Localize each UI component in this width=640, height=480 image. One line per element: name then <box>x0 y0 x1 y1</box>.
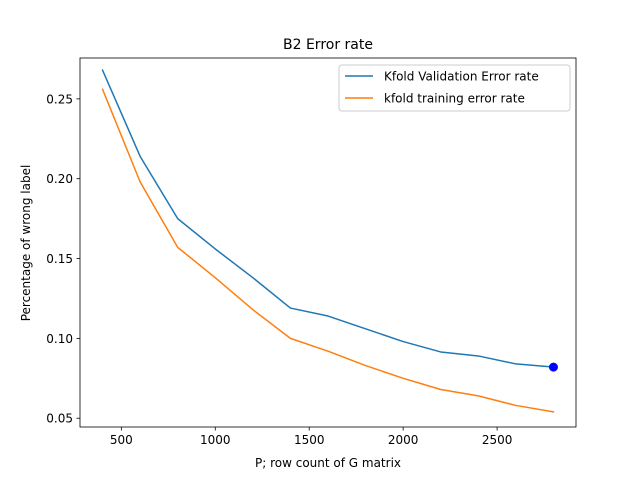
x-tick-label-2: 1500 <box>294 433 325 447</box>
x-tick-label-1: 1000 <box>200 433 231 447</box>
y-tick-label-4: 0.25 <box>46 92 73 106</box>
y-tick-label-2: 0.15 <box>46 252 73 266</box>
legend-label-0: Kfold Validation Error rate <box>384 70 539 84</box>
y-tick-label-3: 0.20 <box>46 172 73 186</box>
axes-frame <box>79 57 577 428</box>
legend: Kfold Validation Error rate kfold trainin… <box>338 64 571 112</box>
series-line-1 <box>101 88 555 413</box>
data-point-marker-0 <box>548 362 558 372</box>
x-axis-label: P; row count of G matrix <box>255 456 401 470</box>
plot-area <box>101 69 558 413</box>
legend-box <box>338 64 571 112</box>
series-line-0 <box>101 69 555 368</box>
axes: 500 1000 1500 2000 2500 0.05 0.10 0.15 0.20 0.25 <box>46 57 577 447</box>
y-axis-label: Percentage of wrong label <box>19 165 33 322</box>
legend-label-1: kfold training error rate <box>384 92 525 106</box>
x-tick-label-0: 500 <box>110 433 133 447</box>
y-tick-label-0: 0.05 <box>46 412 73 426</box>
x-tick-label-4: 2500 <box>482 433 513 447</box>
y-tick-label-1: 0.10 <box>46 332 73 346</box>
chart-title: B2 Error rate <box>283 37 373 53</box>
x-tick-label-3: 2000 <box>388 433 419 447</box>
